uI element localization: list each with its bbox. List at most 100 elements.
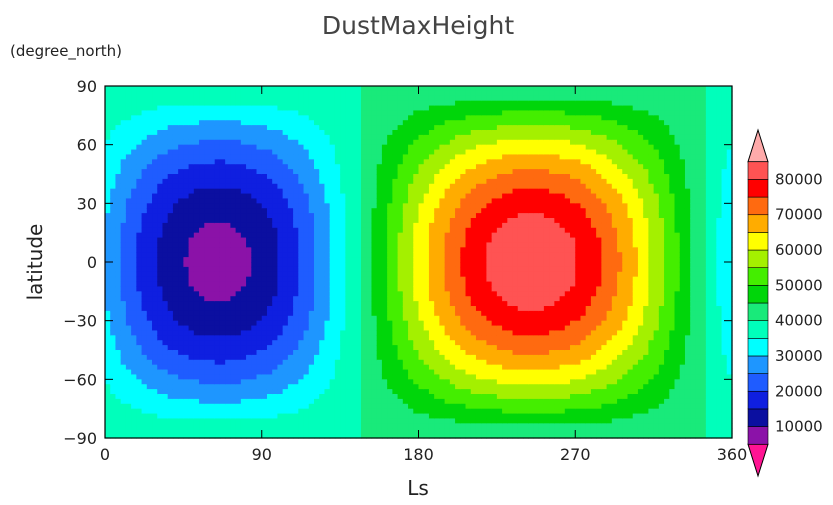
field-cell <box>230 408 237 415</box>
field-cell <box>272 423 279 429</box>
field-cell <box>334 291 341 297</box>
field-cell <box>282 369 289 376</box>
field-cell <box>157 222 164 229</box>
field-cell <box>188 208 195 214</box>
field-cell <box>319 418 326 424</box>
field-cell <box>418 154 425 160</box>
field-cell <box>444 125 451 131</box>
field-cell <box>136 379 143 385</box>
field-cell <box>225 325 231 332</box>
field-cell <box>141 90 148 97</box>
field-cell <box>136 188 143 195</box>
field-cell <box>423 389 430 395</box>
field-cell <box>282 413 289 420</box>
field-cell <box>146 86 153 92</box>
field-cell <box>235 208 242 214</box>
field-cell <box>355 257 362 263</box>
field-cell <box>193 237 200 244</box>
field-cell <box>251 428 258 434</box>
field-cell <box>136 105 143 112</box>
field-cell <box>418 374 425 380</box>
field-cell <box>366 222 373 229</box>
field-cell <box>381 222 388 229</box>
field-cell <box>324 90 331 97</box>
field-cell <box>251 374 258 380</box>
field-cell <box>167 384 174 390</box>
field-cell <box>219 408 226 415</box>
field-cell <box>361 354 367 361</box>
field-cell <box>345 330 352 336</box>
field-cell <box>413 110 420 116</box>
field-cell <box>402 169 409 175</box>
field-cell <box>350 271 357 278</box>
field-cell <box>256 325 263 332</box>
field-cell <box>355 389 362 395</box>
field-cell <box>282 193 289 200</box>
field-cell <box>293 120 299 126</box>
field-cell <box>141 120 148 126</box>
field-cell <box>298 330 305 336</box>
field-cell <box>282 208 289 214</box>
field-cell <box>376 90 383 97</box>
field-cell <box>355 115 362 121</box>
field-cell <box>152 384 158 390</box>
field-cell <box>455 232 461 239</box>
field-cell <box>287 286 294 292</box>
field-cell <box>434 242 440 248</box>
field-cell <box>340 335 346 341</box>
field-cell <box>340 110 346 116</box>
field-cell <box>397 183 404 190</box>
field-cell <box>413 208 420 214</box>
field-cell <box>115 90 122 97</box>
field-cell <box>298 262 305 268</box>
field-cell <box>193 301 200 307</box>
field-cell <box>444 266 451 273</box>
field-cell <box>319 100 326 107</box>
field-cell <box>146 125 153 131</box>
field-cell <box>193 291 200 297</box>
field-cell <box>319 296 326 302</box>
field-cell <box>256 95 263 102</box>
field-cell <box>376 418 383 424</box>
field-cell <box>209 252 216 258</box>
field-cell <box>392 384 399 390</box>
field-cell <box>408 291 414 297</box>
field-cell <box>387 428 393 434</box>
field-cell <box>230 139 237 146</box>
field-cell <box>110 174 117 180</box>
field-cell <box>329 252 336 258</box>
field-cell <box>439 428 446 434</box>
field-cell <box>240 105 247 112</box>
field-cell <box>439 139 446 146</box>
field-cell <box>261 276 268 283</box>
field-cell <box>408 369 414 376</box>
field-cell <box>125 164 132 170</box>
field-cell <box>334 120 341 126</box>
field-cell <box>277 408 284 415</box>
field-cell <box>209 408 216 415</box>
field-cell <box>371 281 378 288</box>
field-cell <box>183 281 190 288</box>
field-cell <box>413 296 420 302</box>
field-cell <box>314 208 320 214</box>
field-cell <box>287 134 294 141</box>
field-cell <box>115 227 122 234</box>
field-cell <box>272 408 279 415</box>
field-cell <box>387 188 393 195</box>
field-cell <box>152 428 158 434</box>
field-cell <box>204 433 211 439</box>
field-cell <box>256 242 263 248</box>
field-cell <box>266 398 273 405</box>
field-cell <box>387 291 393 297</box>
field-cell <box>251 350 258 356</box>
field-cell <box>413 227 420 234</box>
field-cell <box>188 281 195 288</box>
field-cell <box>308 257 315 263</box>
field-cell <box>256 408 263 415</box>
field-cell <box>460 423 467 429</box>
field-cell <box>460 350 467 356</box>
field-cell <box>366 374 373 380</box>
field-cell <box>105 301 111 307</box>
field-cell <box>465 169 472 175</box>
field-cell <box>214 222 221 229</box>
